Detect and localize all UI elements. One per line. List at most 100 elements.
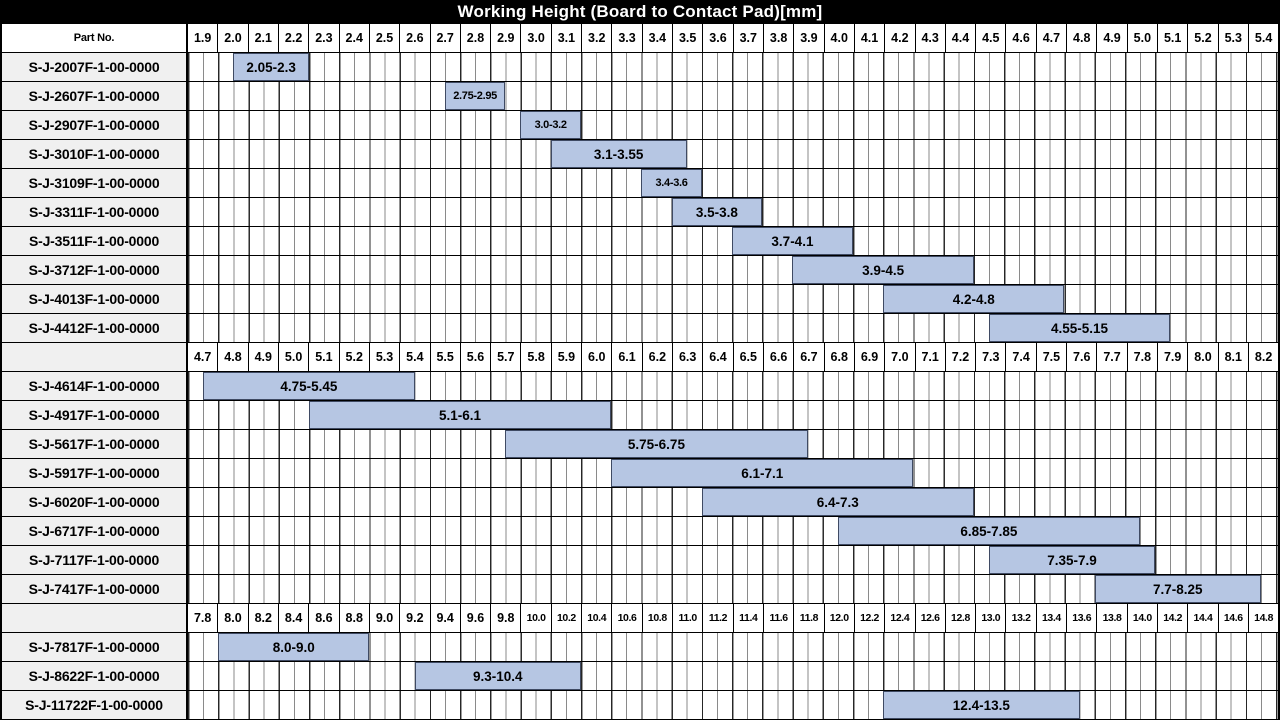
part-number-cell: S-J-2007F-1-00-0000 — [2, 53, 188, 81]
scale-row: Part No. 1.9 2.0 2.1 2.2 2.3 2.4 2.5 2.6 2.7 2.8 2.… — [2, 24, 1278, 53]
grid-cells: 4.2-4.8 — [188, 285, 1278, 313]
tick-cell: 5.9 — [550, 343, 581, 371]
tick-cell: 8.0 — [217, 604, 247, 632]
part-number-cell: S-J-5917F-1-00-0000 — [2, 459, 188, 487]
tick-cell: 11.0 — [672, 604, 702, 632]
part-row: S-J-7417F-1-00-0000 7.7-8.25 — [2, 575, 1278, 604]
tick-cell: 7.6 — [1066, 343, 1096, 371]
chart-title: Working Height (Board to Contact Pad)[mm… — [457, 2, 823, 21]
range-bar: 4.55-5.15 — [988, 314, 1171, 342]
tick-cell: 14.6 — [1217, 604, 1248, 632]
tick-cell: 3.4 — [641, 24, 672, 52]
tick-cell: 7.7 — [1096, 343, 1126, 371]
tick-cell: 13.4 — [1035, 604, 1066, 632]
tick-cell: 4.8 — [1066, 24, 1096, 52]
grid-cells: 3.1-3.55 — [188, 140, 1278, 168]
tick-cell: 4.5 — [975, 24, 1005, 52]
tick-cell: 6.1 — [611, 343, 641, 371]
tick-cell: 10.2 — [550, 604, 581, 632]
tick-cell: 3.1 — [550, 24, 581, 52]
range-bar: 9.3-10.4 — [414, 662, 581, 690]
tick-cell: 6.7 — [793, 343, 823, 371]
tick-cell: 2.6 — [399, 24, 429, 52]
grid-cells: 2.05-2.3 — [188, 53, 1278, 81]
chart-title-bar: Working Height (Board to Contact Pad)[mm… — [2, 0, 1278, 24]
part-number-cell: S-J-4614F-1-00-0000 — [2, 372, 188, 400]
range-bar: 2.75-2.95 — [444, 82, 506, 110]
part-number-cell: S-J-4917F-1-00-0000 — [2, 401, 188, 429]
part-row: S-J-4412F-1-00-0000 4.55-5.15 — [2, 314, 1278, 343]
grid-cells: 5.1-6.1 — [188, 401, 1278, 429]
part-row: S-J-2907F-1-00-0000 3.0-3.2 — [2, 111, 1278, 140]
tick-cell: 4.6 — [1005, 24, 1035, 52]
tick-cell: 2.2 — [277, 24, 308, 52]
part-row: S-J-4917F-1-00-0000 5.1-6.1 — [2, 401, 1278, 430]
tick-cell: 3.6 — [702, 24, 732, 52]
tick-cell: 3.2 — [581, 24, 611, 52]
part-number-cell: S-J-5617F-1-00-0000 — [2, 430, 188, 458]
tick-cell: 4.1 — [853, 24, 884, 52]
part-row: S-J-2607F-1-00-0000 2.75-2.95 — [2, 82, 1278, 111]
part-row: S-J-7117F-1-00-0000 7.35-7.9 — [2, 546, 1278, 575]
tick-cell: 2.3 — [308, 24, 338, 52]
part-number-cell: S-J-3010F-1-00-0000 — [2, 140, 188, 168]
tick-cell: 8.0 — [1187, 343, 1217, 371]
part-row: S-J-11722F-1-00-0000 12.4-13.5 — [2, 691, 1278, 720]
tick-cell: 7.4 — [1005, 343, 1035, 371]
part-number-cell: S-J-3109F-1-00-0000 — [2, 169, 188, 197]
grid-cells: 3.4-3.6 — [188, 169, 1278, 197]
part-row: S-J-8622F-1-00-0000 9.3-10.4 — [2, 662, 1278, 691]
tick-cell: 2.4 — [338, 24, 369, 52]
scale-row-label-cell — [2, 343, 188, 371]
tick-cell: 3.5 — [672, 24, 702, 52]
tick-cell: 6.2 — [641, 343, 672, 371]
part-number-cell: S-J-7817F-1-00-0000 — [2, 633, 188, 661]
tick-cell: 2.9 — [490, 24, 520, 52]
range-bar: 6.85-7.85 — [837, 517, 1140, 545]
part-row: S-J-3010F-1-00-0000 3.1-3.55 — [2, 140, 1278, 169]
range-bar: 12.4-13.5 — [883, 691, 1080, 719]
grid-cells: 12.4-13.5 — [188, 691, 1278, 719]
tick-cell: 3.9 — [793, 24, 823, 52]
tick-cell: 2.7 — [429, 24, 460, 52]
tick-cell: 2.0 — [217, 24, 247, 52]
scale-ticks: 1.9 2.0 2.1 2.2 2.3 2.4 2.5 2.6 2.7 2.8 2.9 3.0 3.1 3… — [188, 24, 1278, 52]
part-number-cell: S-J-4412F-1-00-0000 — [2, 314, 188, 342]
tick-cell: 5.1 — [308, 343, 338, 371]
tick-cell: 12.6 — [914, 604, 945, 632]
tick-cell: 8.2 — [247, 604, 278, 632]
tick-cell: 4.0 — [823, 24, 854, 52]
grid-cells: 9.3-10.4 — [188, 662, 1278, 690]
part-number-cell: S-J-8622F-1-00-0000 — [2, 662, 188, 690]
tick-cell: 5.4 — [399, 343, 429, 371]
part-number-cell: S-J-7417F-1-00-0000 — [2, 575, 188, 603]
tick-cell: 6.6 — [762, 343, 793, 371]
tick-cell: 12.8 — [944, 604, 975, 632]
scale-row: 7.8 8.0 8.2 8.4 8.6 8.8 9.0 9.2 9.4 9.6 9.8 10.0 10.… — [2, 604, 1278, 633]
part-row: S-J-6020F-1-00-0000 6.4-7.3 — [2, 488, 1278, 517]
range-bar: 3.7-4.1 — [732, 227, 853, 255]
range-bar: 3.1-3.55 — [550, 140, 687, 168]
tick-cell: 10.6 — [611, 604, 641, 632]
tick-cell: 7.5 — [1035, 343, 1066, 371]
part-row: S-J-5617F-1-00-0000 5.75-6.75 — [2, 430, 1278, 459]
tick-cell: 5.8 — [520, 343, 550, 371]
part-number-cell: S-J-3511F-1-00-0000 — [2, 227, 188, 255]
part-number-cell: S-J-7117F-1-00-0000 — [2, 546, 188, 574]
tick-cell: 5.3 — [1217, 24, 1248, 52]
tick-cell: 1.9 — [193, 31, 212, 45]
tick-cell: 7.3 — [975, 343, 1005, 371]
tick-cell: 5.3 — [368, 343, 399, 371]
tick-cell: 4.7 — [193, 350, 212, 364]
tick-cell: 2.1 — [247, 24, 278, 52]
tick-cell: 11.2 — [702, 604, 732, 632]
tick-cell: 14.2 — [1157, 604, 1187, 632]
tick-cell: 10.4 — [581, 604, 611, 632]
scale-row: 4.7 4.8 4.9 5.0 5.1 5.2 5.3 5.4 5.5 5.6 5.7 5.8 5.9 6… — [2, 343, 1278, 372]
tick-cell: 4.9 — [247, 343, 278, 371]
range-bar: 7.7-8.25 — [1094, 575, 1261, 603]
part-number-cell: S-J-2907F-1-00-0000 — [2, 111, 188, 139]
tick-cell: 2.5 — [368, 24, 399, 52]
part-row: S-J-4013F-1-00-0000 4.2-4.8 — [2, 285, 1278, 314]
